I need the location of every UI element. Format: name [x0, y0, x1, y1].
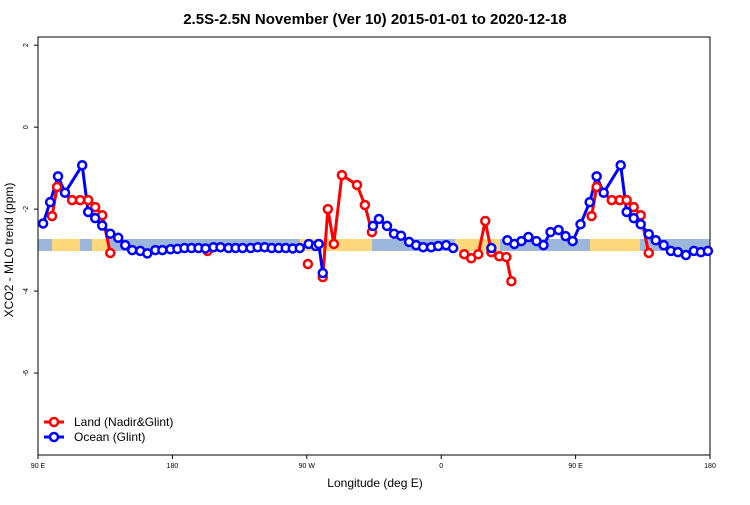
data-point	[76, 160, 88, 171]
data-point	[615, 160, 626, 171]
data-point	[523, 231, 534, 243]
data-point	[200, 243, 211, 254]
data-point	[302, 258, 314, 270]
data-point	[157, 244, 168, 256]
data-point	[46, 210, 58, 222]
x-tick-label: 180	[167, 463, 179, 470]
data-point	[672, 246, 684, 258]
x-tick-label: 90 W	[299, 463, 316, 470]
y-tick-label: -6	[23, 370, 30, 376]
data-point	[142, 248, 153, 259]
plot-frame	[37, 36, 711, 456]
data-point	[480, 215, 491, 227]
data-point	[237, 242, 248, 254]
data-point	[126, 244, 138, 256]
data-point	[359, 199, 371, 211]
data-point	[373, 213, 385, 225]
data-point	[447, 242, 459, 254]
data-point	[643, 228, 655, 240]
legend-label: Ocean (Glint)	[74, 430, 145, 444]
data-point	[367, 220, 379, 232]
data-point	[628, 212, 639, 224]
legend-label: Land (Nadir&Glint)	[74, 415, 173, 429]
data-point	[44, 196, 56, 208]
data-point	[545, 226, 556, 238]
chart-title: 2.5S-2.5N November (Ver 10) 2015-01-01 t…	[183, 11, 567, 28]
data-point	[486, 242, 497, 254]
data-point	[567, 235, 578, 247]
data-point	[591, 181, 602, 193]
data-point	[501, 251, 512, 263]
y-axis-label: XCO2 - MLO trend (ppm)	[2, 183, 16, 318]
data-point	[553, 224, 564, 236]
data-point	[650, 235, 662, 246]
y-tick-label: -2	[23, 206, 30, 212]
data-point	[395, 230, 407, 242]
data-point	[628, 201, 639, 213]
data-point	[96, 220, 108, 231]
data-point	[621, 194, 632, 206]
data-point	[294, 242, 306, 254]
data-point	[381, 220, 393, 232]
data-point	[66, 194, 78, 206]
data-point	[506, 275, 517, 287]
data-point	[89, 201, 101, 213]
data-point	[82, 194, 94, 206]
data-point	[215, 241, 226, 253]
data-point	[621, 206, 632, 218]
data-point	[586, 210, 597, 222]
x-tick-label: 180	[704, 463, 716, 470]
data-point	[598, 187, 609, 198]
data-point	[82, 206, 94, 218]
data-point	[37, 218, 49, 229]
x-tick-label: 90 E	[31, 463, 46, 470]
data-point	[59, 187, 71, 198]
y-tick-label: 2	[23, 43, 30, 47]
x-tick-label: 0	[439, 463, 443, 470]
x-tick-label: 90 E	[568, 463, 583, 470]
data-point	[680, 249, 692, 261]
data-point	[52, 171, 64, 182]
data-point	[702, 245, 714, 257]
data-point	[317, 267, 329, 279]
data-point	[575, 219, 586, 230]
data-point	[112, 232, 124, 244]
data-point	[119, 239, 131, 251]
data-point	[89, 212, 101, 224]
data-point	[351, 179, 363, 191]
data-point	[74, 194, 86, 206]
data-point	[336, 169, 348, 181]
data-point	[51, 181, 63, 193]
data-point	[584, 196, 595, 208]
data-point	[105, 247, 116, 259]
data-point	[472, 248, 484, 260]
data-point	[417, 241, 429, 253]
y-tick-label: -4	[23, 288, 30, 294]
data-point	[538, 239, 549, 251]
data-point	[591, 171, 602, 182]
data-point	[635, 219, 646, 230]
data-point	[322, 203, 334, 215]
data-point	[658, 239, 669, 251]
data-point	[313, 238, 324, 250]
legend: Land (Nadir&Glint) Ocean (Glint)	[44, 415, 173, 444]
data-point	[643, 247, 655, 259]
data-point	[328, 238, 340, 250]
x-axis-label: Longitude (deg E)	[327, 476, 422, 490]
data-point	[105, 228, 116, 239]
y-tick-label: 0	[23, 125, 30, 129]
data-point	[560, 230, 571, 242]
